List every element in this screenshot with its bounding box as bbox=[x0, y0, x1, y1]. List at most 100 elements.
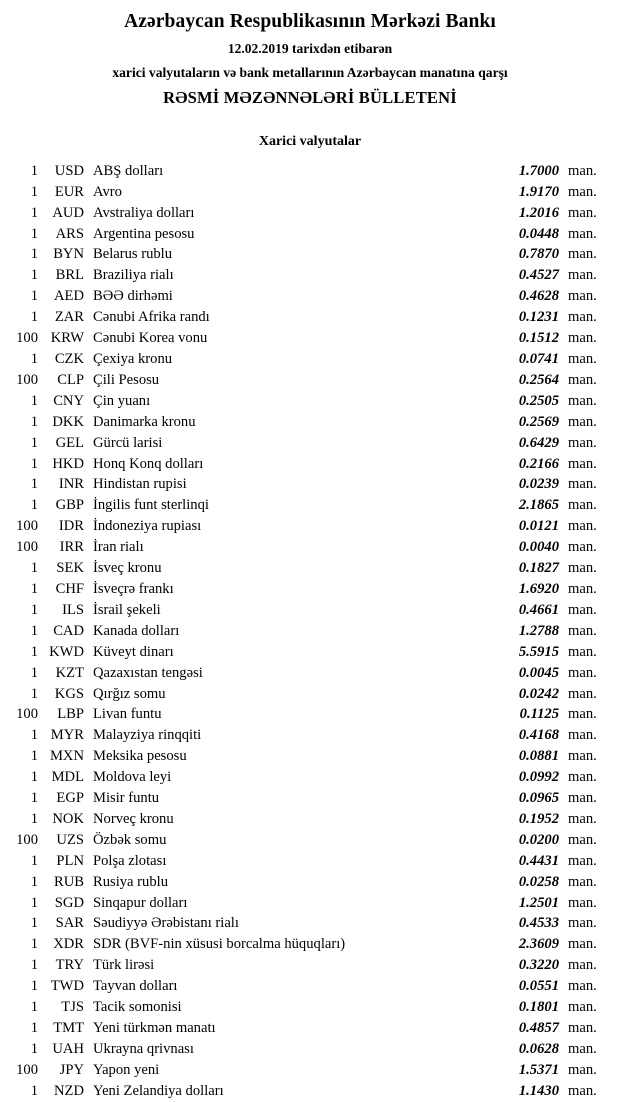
currency-rate: 0.0881 bbox=[518, 748, 559, 765]
currency-quantity: 100 bbox=[16, 518, 38, 535]
currency-rate: 0.4857 bbox=[518, 1020, 559, 1037]
currency-quantity: 1 bbox=[30, 1082, 38, 1099]
currency-rate: 5.5915 bbox=[518, 643, 559, 660]
effective-date-line: 12.02.2019 tarixdən etibarən bbox=[227, 41, 393, 57]
currency-name: Avro bbox=[93, 183, 122, 200]
currency-unit-label: man. bbox=[568, 622, 597, 639]
currency-quantity: 1 bbox=[30, 204, 38, 221]
currency-unit-label: man. bbox=[568, 894, 597, 911]
currency-name: Səudiyyə Ərəbistanı rialı bbox=[93, 915, 239, 932]
currency-code: BRL bbox=[55, 267, 84, 284]
currency-name: Yeni türkmən manatı bbox=[93, 1020, 216, 1037]
currency-code: SEK bbox=[56, 560, 84, 577]
currency-quantity: 1 bbox=[30, 580, 38, 597]
table-row: 1 KZT Qazaxıstan tengəsi 0.0045 man. bbox=[0, 663, 620, 684]
table-row: 100 CLP Çili Pesosu 0.2564 man. bbox=[0, 370, 620, 391]
currency-rate: 1.5371 bbox=[518, 1061, 559, 1078]
currency-code: TJS bbox=[61, 999, 84, 1016]
currency-unit-label: man. bbox=[568, 790, 597, 807]
table-row: 1 NOK Norveç kronu 0.1952 man. bbox=[0, 809, 620, 830]
currency-quantity: 100 bbox=[16, 330, 38, 347]
table-row: 1 MXN Meksika pesosu 0.0881 man. bbox=[0, 746, 620, 767]
exchange-rate-table-body: 1 USD ABŞ dolları 1.7000 man. 1 EUR Avro 1.9170 m… bbox=[0, 161, 620, 1102]
table-row: 1 CHF İsveçrə frankı 1.6920 man. bbox=[0, 579, 620, 600]
currency-rate: 2.3609 bbox=[518, 936, 559, 953]
currency-unit-label: man. bbox=[568, 162, 597, 179]
table-row: 1 TRY Türk lirəsi 0.3220 man. bbox=[0, 955, 620, 976]
currency-unit-label: man. bbox=[568, 288, 597, 305]
table-row: 1 UAH Ukrayna qrivnası 0.0628 man. bbox=[0, 1039, 620, 1060]
currency-rate: 0.0121 bbox=[518, 518, 559, 535]
currency-unit-label: man. bbox=[568, 1061, 597, 1078]
currency-name: Çin yuanı bbox=[93, 392, 151, 409]
currency-name: Rusiya rublu bbox=[93, 873, 168, 890]
currency-name: Argentina pesosu bbox=[93, 225, 195, 242]
bulletin-page: Azərbaycan Respublikasının Mərkəzi Bankı… bbox=[16, 11, 597, 1099]
currency-rate: 0.0239 bbox=[518, 476, 559, 493]
currency-rate: 1.1430 bbox=[518, 1082, 559, 1099]
currency-code: NZD bbox=[54, 1082, 84, 1099]
currency-rate: 0.1827 bbox=[518, 560, 559, 577]
currency-name: Belarus rublu bbox=[93, 246, 173, 263]
currency-rate: 0.4527 bbox=[518, 267, 559, 284]
currency-unit-label: man. bbox=[568, 852, 597, 869]
currency-unit-label: man. bbox=[568, 643, 597, 660]
currency-rate: 1.2016 bbox=[518, 204, 559, 221]
currency-unit-label: man. bbox=[568, 539, 597, 556]
currency-name: Yapon yeni bbox=[93, 1061, 160, 1078]
currency-rate: 0.0992 bbox=[518, 769, 559, 786]
currency-rate: 0.0965 bbox=[518, 790, 559, 807]
currency-quantity: 100 bbox=[16, 706, 38, 723]
currency-unit-label: man. bbox=[568, 413, 597, 430]
currency-unit-label: man. bbox=[568, 915, 597, 932]
currency-code: ARS bbox=[55, 225, 84, 242]
currency-code: GEL bbox=[55, 434, 84, 451]
currency-rate: 1.2788 bbox=[518, 622, 559, 639]
currency-unit-label: man. bbox=[568, 769, 597, 786]
currency-name: Cənubi Afrika randı bbox=[93, 309, 210, 326]
currency-name: İran rialı bbox=[93, 539, 144, 556]
table-row: 1 XDR SDR (BVF-nin xüsusi borcalma hüquqla… bbox=[0, 934, 620, 955]
currency-quantity: 1 bbox=[30, 810, 38, 827]
currency-rate: 0.0045 bbox=[518, 664, 559, 681]
currency-unit-label: man. bbox=[568, 831, 597, 848]
currency-quantity: 1 bbox=[30, 162, 38, 179]
currency-code: LBP bbox=[57, 706, 84, 723]
currency-name: Braziliya rialı bbox=[93, 267, 174, 284]
table-row: 100 IDR İndoneziya rupiası 0.0121 man. bbox=[0, 516, 620, 537]
currency-rate: 0.1125 bbox=[519, 706, 559, 723]
currency-code: AED bbox=[54, 288, 84, 305]
table-row: 1 KWD Küveyt dinarı 5.5915 man. bbox=[0, 642, 620, 663]
table-row: 1 SGD Sinqapur dolları 1.2501 man. bbox=[0, 893, 620, 914]
currency-name: İndoneziya rupiası bbox=[93, 518, 202, 535]
table-row: 1 INR Hindistan rupisi 0.0239 man. bbox=[0, 474, 620, 495]
table-row: 100 JPY Yapon yeni 1.5371 man. bbox=[0, 1060, 620, 1081]
table-row: 1 NZD Yeni Zelandiya dolları 1.1430 man. bbox=[0, 1081, 620, 1102]
currency-name: İsrail şekeli bbox=[93, 601, 161, 618]
currency-code: ZAR bbox=[54, 309, 84, 326]
currency-unit-label: man. bbox=[568, 476, 597, 493]
table-row: 1 CZK Çexiya kronu 0.0741 man. bbox=[0, 349, 620, 370]
currency-rate: 0.0741 bbox=[518, 351, 559, 368]
table-row: 1 EUR Avro 1.9170 man. bbox=[0, 182, 620, 203]
currency-quantity: 100 bbox=[16, 1061, 38, 1078]
currency-code: EGP bbox=[56, 790, 84, 807]
currency-name: İngilis funt sterlinqi bbox=[93, 497, 209, 514]
currency-rate: 0.2505 bbox=[518, 392, 559, 409]
currency-rate: 0.0242 bbox=[518, 685, 559, 702]
table-row: 1 EGP Misir funtu 0.0965 man. bbox=[0, 788, 620, 809]
currency-name: Cənubi Korea vonu bbox=[93, 330, 208, 347]
currency-quantity: 1 bbox=[30, 685, 38, 702]
currency-code: DKK bbox=[52, 413, 84, 430]
currency-quantity: 100 bbox=[16, 831, 38, 848]
currency-rate: 0.0551 bbox=[518, 978, 559, 995]
currency-name: Meksika pesosu bbox=[93, 748, 187, 765]
table-row: 1 BRL Braziliya rialı 0.4527 man. bbox=[0, 265, 620, 286]
currency-rate: 0.1952 bbox=[518, 810, 559, 827]
currency-code: EUR bbox=[54, 183, 84, 200]
table-row: 1 GEL Gürcü larisi 0.6429 man. bbox=[0, 433, 620, 454]
currency-unit-label: man. bbox=[568, 246, 597, 263]
currency-name: Misir funtu bbox=[93, 790, 160, 807]
table-row: 1 CAD Kanada dolları 1.2788 man. bbox=[0, 621, 620, 642]
table-row: 1 USD ABŞ dolları 1.7000 man. bbox=[0, 161, 620, 182]
